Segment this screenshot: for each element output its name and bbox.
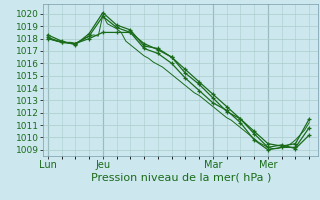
X-axis label: Pression niveau de la mer( hPa ): Pression niveau de la mer( hPa ) xyxy=(91,173,271,183)
